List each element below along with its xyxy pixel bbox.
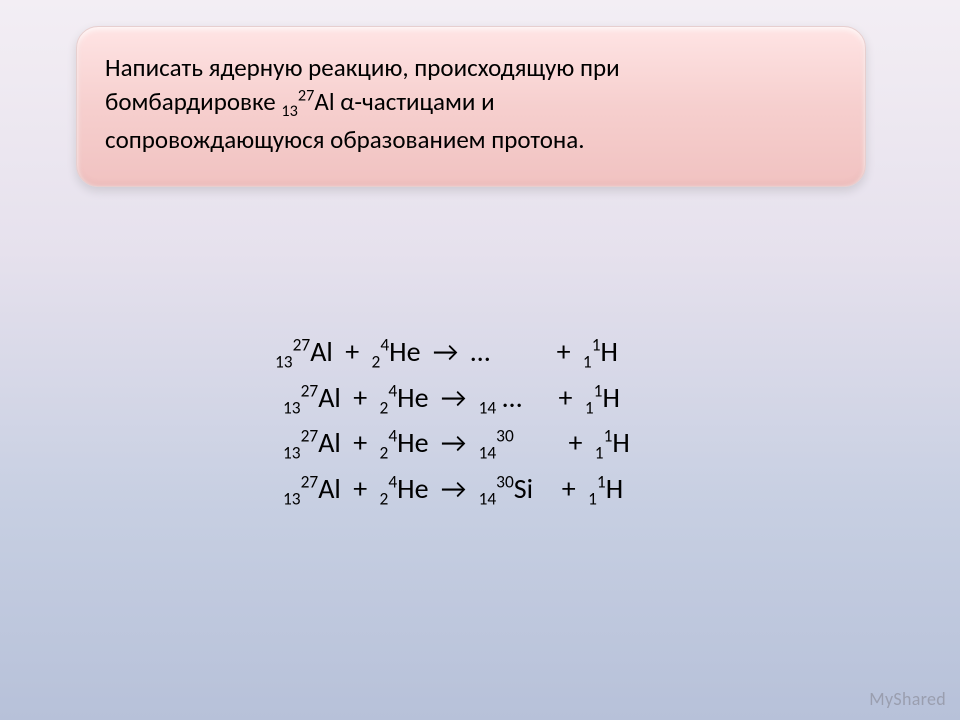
eq3-he-a: 4 <box>388 425 397 447</box>
eq4-si-z: 14 <box>479 487 497 509</box>
eq4-al-z: 13 <box>283 487 301 509</box>
task-al-z: 13 <box>281 102 297 121</box>
equation-line-1: 1327Al + 24He → … + 11H <box>275 330 630 376</box>
eq1-he-z: 2 <box>372 351 381 373</box>
eq2-h-z: 1 <box>585 396 594 418</box>
eq2-arrow: → <box>441 380 466 415</box>
eq1-he-a: 4 <box>380 334 389 356</box>
eq4-h: H <box>606 471 623 506</box>
eq4-si: Si <box>514 471 533 506</box>
eq1-al: Al <box>310 334 333 369</box>
task-al-a: 27 <box>298 86 314 105</box>
eq2-al: Al <box>318 380 341 415</box>
eq3-plus1: + <box>353 425 367 460</box>
eq3-he: He <box>397 425 428 460</box>
equations-block: 1327Al + 24He → … + 11H 1327Al + 24He → … <box>275 330 630 512</box>
task-line2-pre: бомбардировке <box>105 86 281 117</box>
task-text: Написать ядерную реакцию, происходящую п… <box>105 51 837 156</box>
eq3-arrow: → <box>441 425 466 460</box>
eq3-plus2: + <box>568 425 582 460</box>
eq1-al-z: 13 <box>275 351 293 373</box>
eq2-pre-z: 14 <box>479 396 497 418</box>
eq3-al: Al <box>318 425 341 460</box>
task-al-sym: Al <box>314 86 334 117</box>
eq1-dots: … <box>471 334 490 369</box>
equation-line-2: 1327Al + 24He → 14 … + 11H <box>283 376 630 422</box>
eq4-plus1: + <box>353 471 367 506</box>
eq4-he-a: 4 <box>388 470 397 492</box>
eq4-plus2: + <box>562 471 576 506</box>
eq2-plus1: + <box>353 380 367 415</box>
eq3-h-z: 1 <box>595 442 604 464</box>
eq1-arrow: → <box>433 334 458 369</box>
eq2-h: H <box>602 380 619 415</box>
eq1-plus1: + <box>345 334 359 369</box>
eq2-al-z: 13 <box>283 396 301 418</box>
eq3-al-z: 13 <box>283 442 301 464</box>
watermark: MyShared <box>869 688 946 710</box>
eq4-h-a: 1 <box>597 470 606 492</box>
eq4-h-z: 1 <box>588 487 597 509</box>
task-line3: сопровождающуюся образованием протона. <box>105 124 585 155</box>
eq2-he: He <box>397 380 428 415</box>
eq3-pre-a: 30 <box>496 425 514 447</box>
eq3-al-a: 27 <box>301 425 319 447</box>
eq4-al: Al <box>318 471 341 506</box>
eq2-al-a: 27 <box>301 379 319 401</box>
equation-line-3: 1327Al + 24He → 1430 + 11H <box>283 421 630 467</box>
eq1-plus2: + <box>557 334 571 369</box>
eq4-si-a: 30 <box>496 470 514 492</box>
eq4-arrow: → <box>441 471 466 506</box>
task-box: Написать ядерную реакцию, происходящую п… <box>76 26 866 187</box>
eq2-he-a: 4 <box>388 379 397 401</box>
task-line2-b: α-частицами и <box>335 86 495 117</box>
eq2-plus2: + <box>559 380 573 415</box>
eq1-he: He <box>389 334 420 369</box>
eq1-al-a: 27 <box>293 334 311 356</box>
eq2-he-z: 2 <box>380 396 389 418</box>
eq2-dots: … <box>503 380 522 415</box>
eq3-h: H <box>612 425 629 460</box>
eq4-al-a: 27 <box>301 470 319 492</box>
eq1-h: H <box>601 334 618 369</box>
eq4-he: He <box>397 471 428 506</box>
task-line1: Написать ядерную реакцию, происходящую п… <box>105 52 620 83</box>
eq3-pre-z: 14 <box>479 442 497 464</box>
eq1-h-a: 1 <box>592 334 601 356</box>
eq3-he-z: 2 <box>380 442 389 464</box>
eq4-he-z: 2 <box>380 487 389 509</box>
equation-line-4: 1327Al + 24He → 1430Si + 11H <box>283 467 630 513</box>
eq1-h-z: 1 <box>583 351 592 373</box>
